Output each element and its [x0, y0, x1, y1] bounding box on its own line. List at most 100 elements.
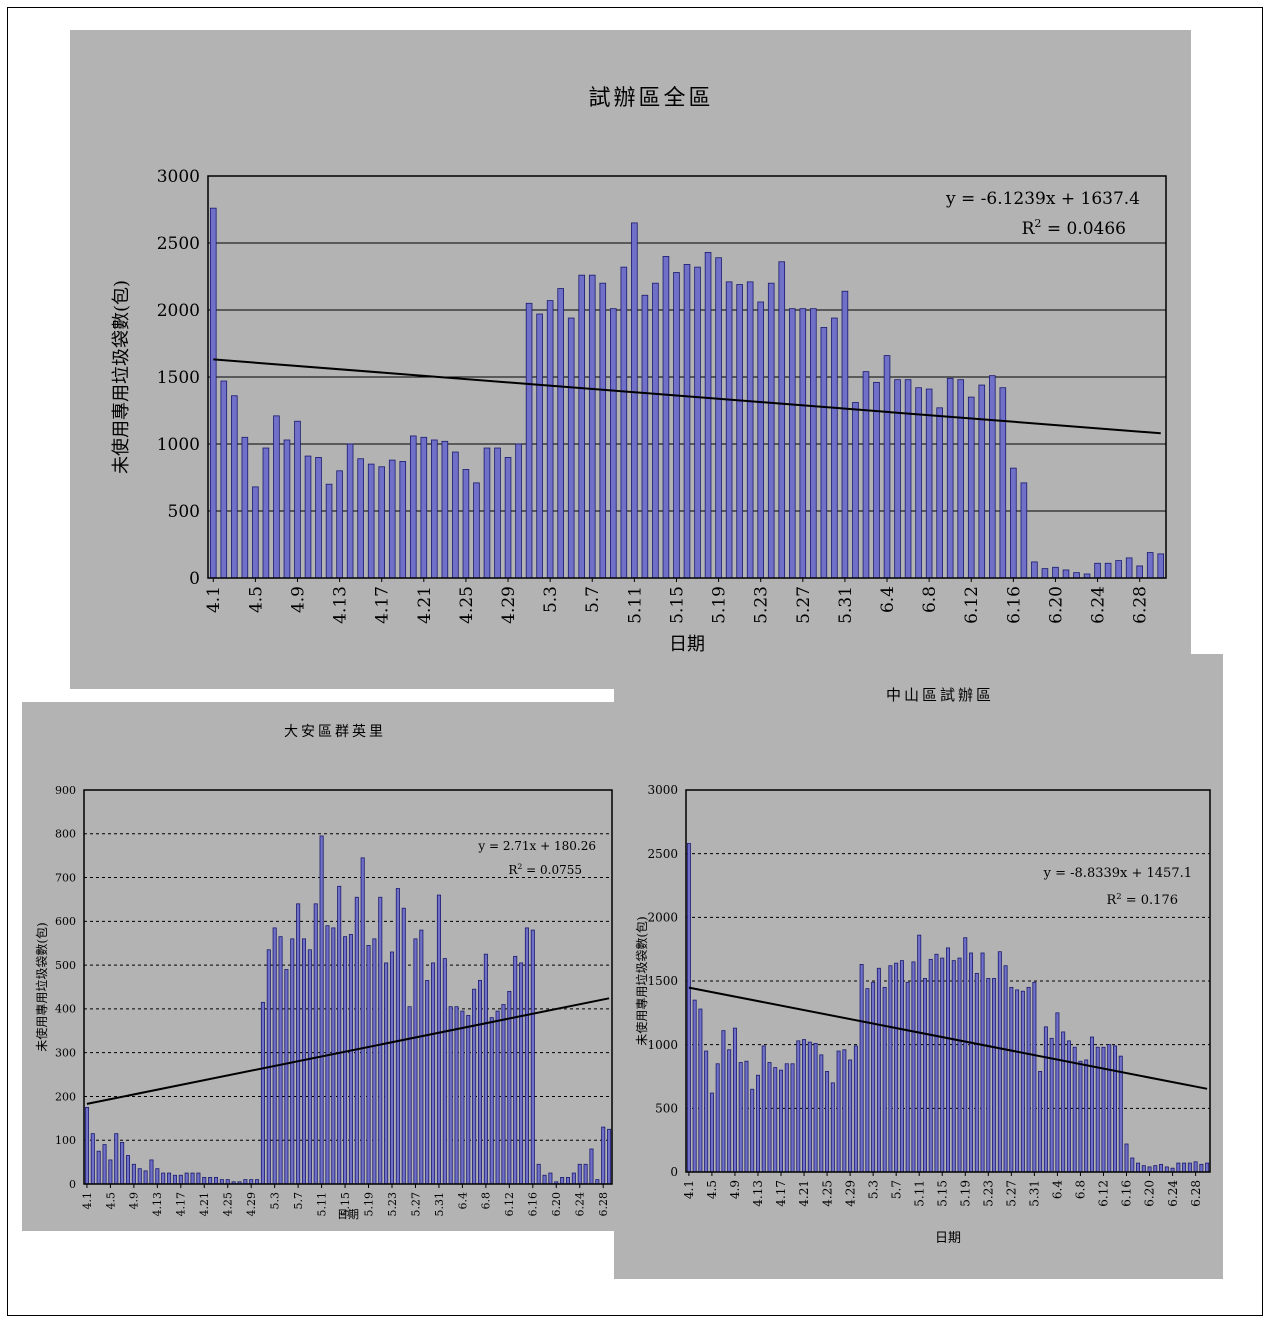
bar: [454, 1006, 459, 1185]
trendline-equation: y = -6.1239x + 1637.4: [945, 189, 1140, 209]
bar: [413, 938, 418, 1185]
bar: [1136, 565, 1143, 579]
y-tick-label: 2500: [157, 234, 200, 254]
bar: [767, 282, 775, 579]
bar: [738, 1062, 743, 1173]
x-tick-label: 4.21: [797, 1180, 811, 1207]
bar: [143, 1170, 148, 1185]
bar: [986, 978, 991, 1173]
bar: [1089, 1036, 1094, 1173]
x-tick-label: 4.9: [288, 586, 308, 613]
bar: [911, 961, 916, 1173]
bar: [388, 459, 396, 579]
bar: [137, 1168, 142, 1185]
bar: [571, 1172, 576, 1185]
bar: [442, 958, 447, 1185]
bar: [578, 274, 586, 579]
bar: [546, 300, 554, 579]
bar: [184, 1172, 189, 1185]
x-tick-label: 4.17: [774, 1180, 788, 1207]
bar: [894, 962, 899, 1173]
x-tick-label: 5.23: [752, 586, 772, 624]
bar: [796, 1040, 801, 1173]
bar: [378, 466, 385, 579]
bar: [974, 972, 979, 1173]
bar: [462, 469, 470, 579]
trendline: [86, 997, 610, 1105]
bar: [208, 1177, 213, 1185]
bar: [343, 936, 348, 1185]
bar: [125, 1155, 131, 1185]
bar: [610, 308, 617, 579]
trendline-equation: y = 2.71x + 180.26: [477, 839, 596, 853]
bar: [301, 938, 307, 1185]
x-tick-label: 4.25: [457, 586, 477, 624]
bar: [102, 1144, 107, 1185]
bar: [836, 1050, 841, 1173]
bar: [504, 456, 512, 579]
bar: [1113, 1045, 1117, 1173]
bar: [108, 1159, 113, 1185]
bar: [337, 885, 342, 1185]
bar: [331, 927, 336, 1185]
x-tick-label: 4.1: [682, 1180, 696, 1199]
y-tick-label: 1000: [647, 1038, 678, 1052]
bar: [992, 978, 997, 1173]
bar: [196, 1172, 201, 1185]
y-tick-label: 500: [55, 959, 76, 972]
y-tick-label: 900: [55, 784, 76, 797]
x-tick-label: 6.12: [962, 586, 982, 624]
bar: [172, 1174, 177, 1185]
bar: [683, 264, 691, 579]
bar: [946, 947, 950, 1173]
bar: [501, 1004, 506, 1185]
x-tick-label: 6.28: [1131, 586, 1151, 624]
bar: [799, 308, 807, 579]
x-tick-label: 4.17: [175, 1192, 188, 1217]
bar: [304, 455, 312, 579]
bar: [1015, 989, 1020, 1173]
bar: [366, 945, 371, 1185]
bar: [686, 843, 691, 1173]
bar: [409, 435, 417, 579]
bar: [260, 1001, 265, 1185]
y-tick-label: 1500: [647, 974, 678, 988]
bar: [241, 436, 249, 579]
x-tick-label: 6.4: [1051, 1180, 1065, 1199]
x-tick-label: 5.7: [292, 1192, 305, 1210]
x-tick-label: 6.28: [1189, 1180, 1203, 1207]
x-tick-label: 5.27: [794, 586, 814, 624]
bar: [601, 1126, 606, 1185]
bar: [755, 1074, 760, 1173]
bar: [704, 1050, 709, 1173]
bar: [178, 1174, 183, 1185]
bar: [155, 1168, 160, 1185]
y-tick-label: 0: [189, 569, 200, 589]
bar: [1026, 986, 1031, 1173]
plot-border: [83, 789, 613, 1185]
bar: [715, 257, 722, 579]
bar: [389, 951, 395, 1185]
bar: [641, 294, 649, 579]
bar: [272, 927, 277, 1185]
bar: [273, 415, 280, 579]
bar: [1041, 568, 1049, 579]
chart-title: 大安區群英里: [284, 723, 386, 740]
bar: [357, 458, 364, 579]
bar: [1072, 1046, 1077, 1173]
bar: [1130, 1157, 1135, 1173]
x-tick-label: 6.20: [1143, 1180, 1157, 1207]
bar: [231, 395, 238, 579]
bar: [1157, 553, 1165, 579]
bar: [401, 907, 406, 1185]
bar: [1010, 467, 1017, 579]
bar: [673, 272, 680, 579]
bar: [460, 1010, 465, 1185]
y-tick-label: 1000: [157, 435, 200, 455]
bar: [736, 284, 743, 579]
bar: [296, 903, 301, 1185]
bar: [1125, 557, 1133, 579]
bar: [530, 929, 535, 1185]
x-tick-label: 5.31: [1028, 1180, 1042, 1207]
bar: [431, 962, 436, 1185]
